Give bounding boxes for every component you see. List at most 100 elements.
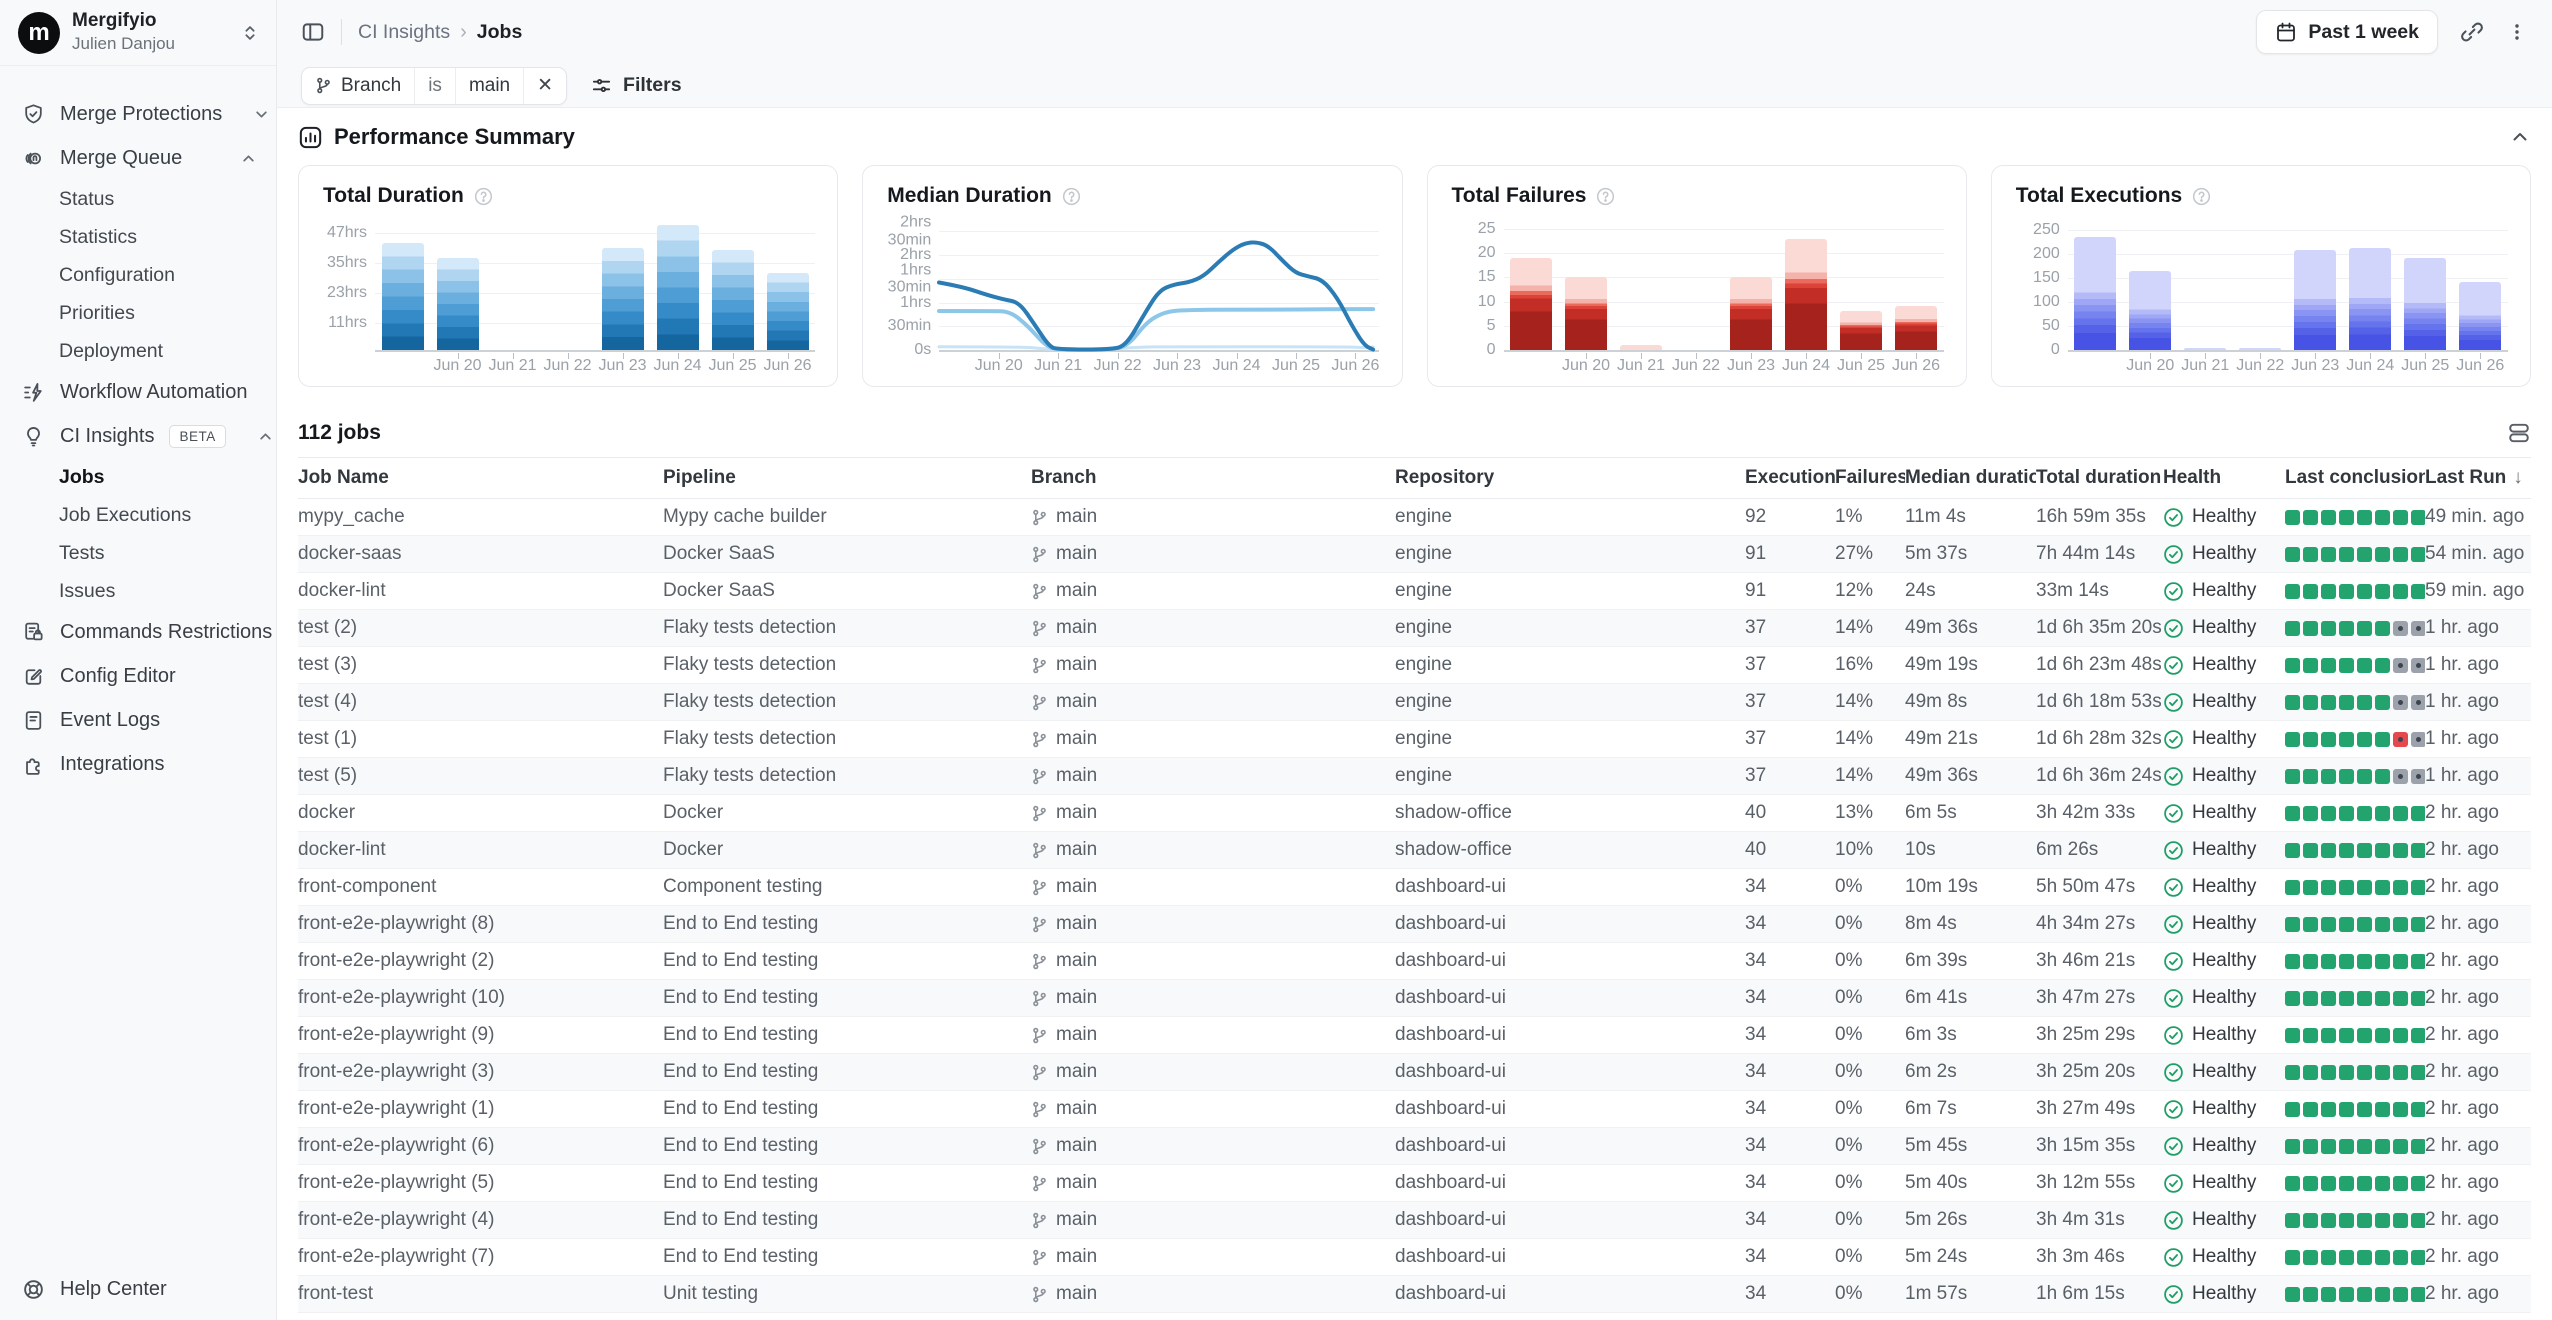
bar-jun-20[interactable]: [1565, 277, 1607, 350]
x-tick-label: Jun 23: [1726, 357, 1776, 374]
sidebar-item-event-logs[interactable]: Event Logs: [0, 698, 276, 742]
share-link-icon[interactable]: [2460, 20, 2484, 44]
bar-jun-22[interactable]: [2239, 347, 2282, 350]
bar-jun-21[interactable]: [1620, 345, 1662, 350]
sidebar-item-commands-restrictions[interactable]: Commands Restrictions: [0, 610, 276, 654]
job-name: front-component: [298, 876, 437, 897]
table-row[interactable]: front-e2e-playwright (5) End to End testi…: [298, 1165, 2531, 1202]
help-question-icon[interactable]: [1061, 186, 1082, 207]
bar-jun-25[interactable]: [1840, 311, 1882, 350]
sidebar-item-workflow-automation[interactable]: Workflow Automation: [0, 370, 276, 414]
bar-jun-19[interactable]: [2074, 237, 2117, 350]
table-row[interactable]: front-e2e-playwright (1) End to End testi…: [298, 1091, 2531, 1128]
table-row[interactable]: front-e2e-playwright (8) End to End testi…: [298, 906, 2531, 943]
table-row[interactable]: front-test Unit testing main dashboard-ui 34…: [298, 1276, 2531, 1313]
bar-jun-26[interactable]: [1895, 306, 1937, 350]
table-row[interactable]: docker-lint Docker main shadow-office 40 10% 1…: [298, 832, 2531, 869]
sidebar-item-help-center[interactable]: Help Center: [0, 1258, 276, 1320]
sidebar-toggle-icon[interactable]: [301, 20, 325, 44]
column-header-median-duration[interactable]: Median duration: [1905, 467, 2036, 488]
help-question-icon[interactable]: [473, 186, 494, 207]
column-header-failures[interactable]: Failures: [1835, 467, 1905, 488]
sidebar-item-configuration[interactable]: Configuration: [0, 256, 276, 294]
table-row[interactable]: front-e2e-playwright (3) End to End testi…: [298, 1054, 2531, 1091]
sidebar-item-config-editor[interactable]: Config Editor: [0, 654, 276, 698]
sidebar-item-integrations[interactable]: Integrations: [0, 742, 276, 786]
breadcrumb-jobs: Jobs: [476, 20, 523, 43]
column-header-health[interactable]: Health: [2163, 467, 2222, 488]
bar-jun-24[interactable]: [656, 225, 699, 350]
bar-jun-19[interactable]: [381, 242, 424, 350]
filter-operator[interactable]: is: [415, 67, 456, 104]
bar-jun-23[interactable]: [1730, 277, 1772, 350]
table-row[interactable]: front-e2e-playwright (10) End to End test…: [298, 980, 2531, 1017]
table-row[interactable]: test (3) Flaky tests detection main engine 3…: [298, 647, 2531, 684]
check-circle-icon: [2163, 766, 2184, 787]
sidebar-item-tests[interactable]: Tests: [0, 534, 276, 572]
table-row[interactable]: front-component Component testing main dash…: [298, 869, 2531, 906]
sidebar-item-ci-insights[interactable]: CI Insights BETA: [0, 414, 276, 458]
last-run: 54 min. ago: [2425, 543, 2525, 564]
bar-jun-19[interactable]: [1510, 257, 1552, 350]
bar-jun-24[interactable]: [1785, 238, 1827, 350]
filters-button[interactable]: Filters: [591, 74, 682, 97]
table-row[interactable]: front-e2e-playwright (6) End to End testi…: [298, 1128, 2531, 1165]
filter-value[interactable]: main: [456, 67, 525, 104]
table-row[interactable]: test (1) Flaky tests detection main engine 3…: [298, 721, 2531, 758]
table-row[interactable]: test (4) Flaky tests detection main engine 3…: [298, 684, 2531, 721]
collapse-chevron-up-icon[interactable]: [2509, 126, 2531, 148]
table-row[interactable]: front-e2e-playwright (9) End to End testi…: [298, 1017, 2531, 1054]
sidebar-item-deployment[interactable]: Deployment: [0, 332, 276, 370]
column-header-executions[interactable]: Executions: [1745, 467, 1835, 488]
table-row[interactable]: docker-saas Docker SaaS main engine 91 27% 5m …: [298, 536, 2531, 573]
table-row[interactable]: mypy_cache Mypy cache builder main engine 92…: [298, 499, 2531, 536]
org-switcher[interactable]: m Mergifyio Julien Danjou: [0, 0, 276, 66]
column-header-repository[interactable]: Repository: [1395, 467, 1495, 488]
help-question-icon[interactable]: [1595, 186, 1616, 207]
gridline: [2067, 277, 2508, 279]
table-row[interactable]: front-e2e-playwright (7) End to End testi…: [298, 1239, 2531, 1276]
table-row[interactable]: test (2) Flaky tests detection main engine 3…: [298, 610, 2531, 647]
column-header-last-run[interactable]: Last Run ↓: [2425, 467, 2523, 488]
sidebar-item-priorities[interactable]: Priorities: [0, 294, 276, 332]
table-row[interactable]: docker-lint Docker SaaS main engine 91 12% 24s…: [298, 573, 2531, 610]
sidebar-item-job-executions[interactable]: Job Executions: [0, 496, 276, 534]
table-row[interactable]: docker Docker main shadow-office 40 13% 6m 5s 3…: [298, 795, 2531, 832]
kebab-menu-icon[interactable]: [2506, 21, 2528, 43]
date-range-button[interactable]: Past 1 week: [2256, 10, 2438, 54]
bar-jun-24[interactable]: [2349, 248, 2392, 350]
column-header-total-duration[interactable]: Total duration: [2036, 467, 2162, 488]
repository: dashboard-ui: [1395, 1172, 1506, 1193]
help-question-icon[interactable]: [2191, 186, 2212, 207]
bar-jun-20[interactable]: [436, 257, 479, 350]
sidebar-item-status[interactable]: Status: [0, 180, 276, 218]
breadcrumb-ci-insights[interactable]: CI Insights: [358, 20, 451, 43]
bar-jun-26[interactable]: [2459, 281, 2502, 350]
sidebar-item-issues[interactable]: Issues: [0, 572, 276, 610]
table-row[interactable]: front-e2e-playwright (4) End to End testi…: [298, 1202, 2531, 1239]
chevron-updown-icon[interactable]: [240, 23, 260, 43]
sidebar-item-statistics[interactable]: Statistics: [0, 218, 276, 256]
bar-jun-23[interactable]: [2294, 250, 2337, 350]
bar-jun-21[interactable]: [2184, 347, 2227, 350]
column-header-branch[interactable]: Branch: [1031, 467, 1097, 488]
sidebar-item-merge-queue[interactable]: Merge Queue: [0, 136, 276, 180]
bar-jun-25[interactable]: [2404, 257, 2447, 350]
row-density-toggle-icon[interactable]: [2507, 421, 2531, 445]
table-row[interactable]: test (5) Flaky tests detection main engine 3…: [298, 758, 2531, 795]
conclusion-success-square: [2321, 694, 2336, 710]
column-header-job-name[interactable]: Job Name: [298, 467, 389, 488]
filter-field[interactable]: Branch: [302, 67, 416, 104]
sidebar-item-jobs[interactable]: Jobs: [0, 458, 276, 496]
filter-remove-icon[interactable]: ✕: [537, 75, 554, 96]
conclusion-neutral-square: [2411, 620, 2425, 636]
bar-jun-25[interactable]: [711, 250, 754, 350]
bar-jun-26[interactable]: [766, 272, 809, 350]
bar-jun-23[interactable]: [601, 247, 644, 350]
gridline: [2067, 301, 2508, 303]
table-row[interactable]: front-e2e-playwright (2) End to End testi…: [298, 943, 2531, 980]
column-header-last-conclusions[interactable]: Last conclusions: [2285, 467, 2425, 488]
sidebar-item-merge-protections[interactable]: Merge Protections: [0, 92, 276, 136]
bar-jun-20[interactable]: [2129, 270, 2172, 350]
column-header-pipeline[interactable]: Pipeline: [663, 467, 736, 488]
